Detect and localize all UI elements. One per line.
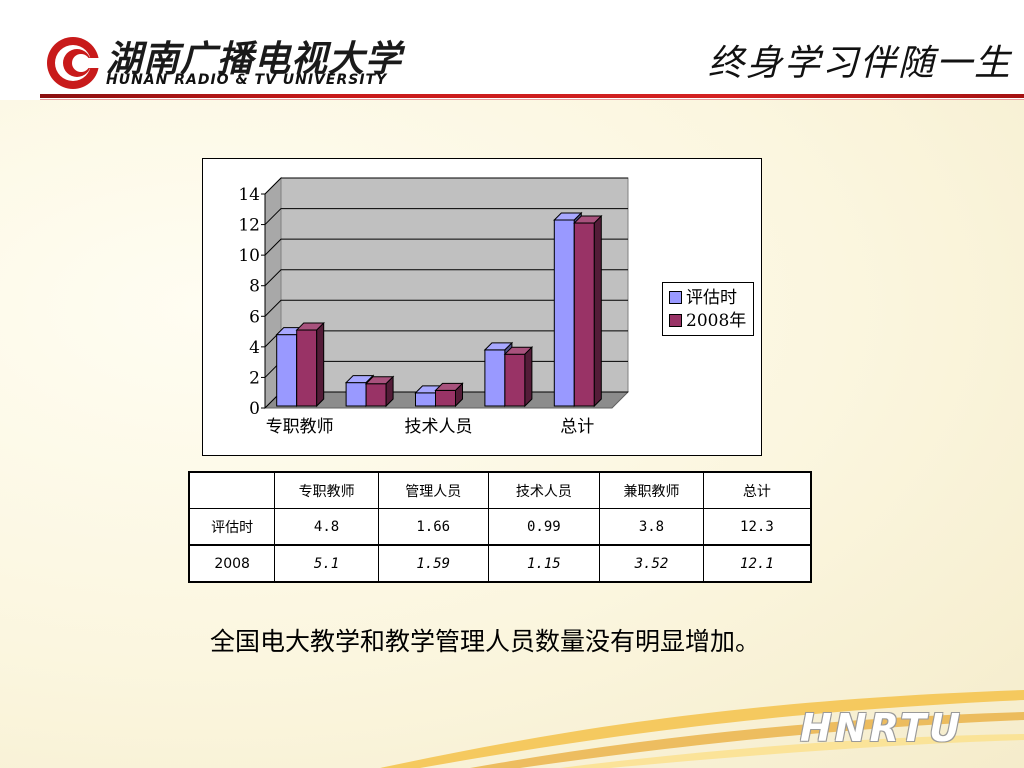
- x-tick-label: 技术人员: [405, 417, 473, 437]
- y-tick-label: 10: [238, 246, 260, 266]
- x-tick-label: 总计: [560, 417, 594, 437]
- footer-brand: HNRTU: [800, 706, 963, 750]
- legend-item-series2: 2008年: [669, 310, 746, 332]
- bar-side: [316, 321, 325, 408]
- table-cell: 4.8: [274, 508, 379, 546]
- y-tick-label: 6: [249, 307, 260, 327]
- legend-label-series2: 2008年: [686, 311, 747, 331]
- y-tick-label: 0: [249, 399, 260, 419]
- university-logo-icon: [47, 37, 100, 89]
- y-tick-label: 4: [249, 338, 260, 358]
- table-row: 评估时 4.8 1.66 0.99 3.8 12.3: [188, 508, 812, 546]
- university-name-cn: 湖南广播电视大学: [106, 38, 403, 80]
- legend-swatch-series1: [669, 291, 682, 304]
- table-cell: 1.66: [377, 508, 489, 546]
- bar-side: [455, 382, 463, 408]
- legend-item-series1: 评估时: [669, 287, 737, 309]
- data-table: 专职教师 管理人员 技术人员 兼职教师 总计 评估时 4.8 1.66 0.99…: [188, 471, 812, 583]
- table-row-label: 评估时: [188, 508, 276, 546]
- table-row-label: 2008: [188, 544, 276, 583]
- gridline: [264, 269, 628, 287]
- x-tick-label: 专职教师: [266, 417, 334, 437]
- table-cell: 5.1: [274, 544, 379, 583]
- table-cell: 3.52: [599, 544, 704, 583]
- chart-legend: 评估时 2008年: [662, 282, 754, 336]
- bar-side: [385, 375, 394, 408]
- table-header-cell: 兼职教师: [599, 471, 704, 509]
- header-divider-thin: [40, 99, 1024, 100]
- table-cell: 12.1: [702, 544, 812, 583]
- bar-side: [593, 214, 602, 408]
- gridline: [264, 299, 628, 317]
- y-tick-label: 2: [249, 368, 260, 388]
- table-row: 2008 5.1 1.59 1.15 3.52 12.1: [188, 544, 812, 583]
- slogan-box: [698, 22, 964, 88]
- y-tick-label: 8: [249, 277, 260, 297]
- legend-swatch-series2: [669, 314, 682, 327]
- slide-caption: 全国电大教学和教学管理人员数量没有明显增加。: [210, 627, 761, 656]
- bar-side: [524, 345, 533, 408]
- slogan-calligraphy: 终身学习伴随一生: [708, 43, 1013, 84]
- gridline: [264, 208, 628, 225]
- gridline: [264, 177, 628, 195]
- table-cell: 12.3: [702, 508, 812, 546]
- table-cell: 1.59: [377, 544, 489, 583]
- y-tick-label: 14: [238, 185, 260, 205]
- gridline: [264, 238, 628, 256]
- university-name-en: HUNAN RADIO & TV UNIVERSITY: [106, 72, 388, 88]
- table-header-row: 专职教师 管理人员 技术人员 兼职教师 总计: [188, 471, 812, 509]
- table-cell: 1.15: [487, 544, 601, 583]
- table-cell: 0.99: [487, 508, 601, 546]
- header-divider: [40, 94, 1024, 98]
- y-tick-label: 12: [238, 216, 260, 236]
- legend-label-series1: 评估时: [686, 288, 737, 308]
